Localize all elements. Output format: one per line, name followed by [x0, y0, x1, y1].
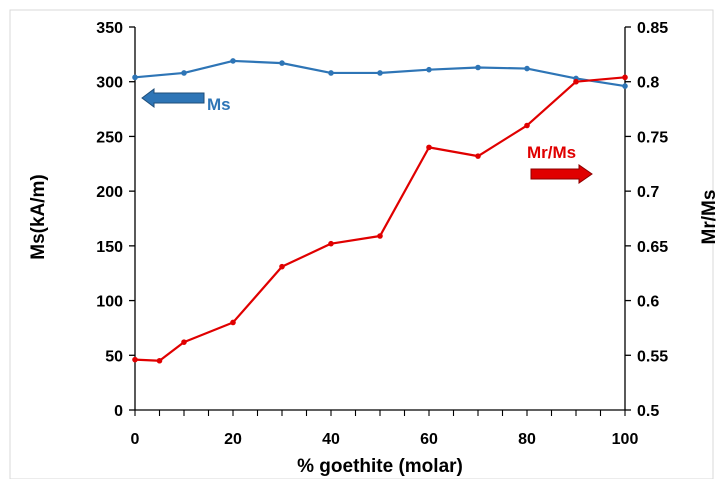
- data-point-ms: [475, 64, 481, 71]
- data-point-mrms: [426, 144, 432, 151]
- data-point-ms: [426, 66, 432, 73]
- data-point-mrms: [156, 357, 163, 364]
- data-point-mrms: [132, 356, 138, 363]
- annotations: Ms Mr/Ms: [141, 88, 593, 184]
- data-point-mrms: [377, 233, 383, 239]
- data-point-ms: [279, 60, 285, 66]
- x-tick-label: 100: [612, 431, 639, 448]
- data-point-mrms: [524, 122, 530, 129]
- y2-tick-label: 0.6: [637, 294, 659, 311]
- y-axis-title: Ms(kA/m): [28, 174, 49, 260]
- x-tick-label: 80: [518, 431, 536, 448]
- data-point-mrms: [230, 319, 236, 326]
- axes: 0501001502002503003500.50.550.60.650.70.…: [96, 20, 668, 448]
- data-point-ms: [377, 70, 383, 76]
- x-axis-title: % goethite (molar): [297, 456, 463, 477]
- data-point-ms: [181, 70, 187, 76]
- y2-tick-label: 0.7: [637, 184, 659, 201]
- chart-frame: [9, 9, 714, 479]
- data-point-ms: [524, 65, 530, 72]
- data-point-mrms: [279, 263, 285, 270]
- data-point-ms: [132, 74, 138, 81]
- y-tick-label: 150: [96, 239, 123, 256]
- y2-tick-label: 0.8: [637, 75, 659, 92]
- y-tick-label: 50: [105, 348, 123, 365]
- series-ms: [132, 58, 628, 89]
- y2-tick-label: 0.85: [637, 20, 668, 37]
- y-tick-label: 200: [96, 184, 123, 201]
- y2-tick-label: 0.55: [637, 348, 668, 365]
- y-tick-label: 250: [96, 129, 123, 146]
- data-point-mrms: [573, 78, 579, 85]
- y-tick-label: 0: [114, 403, 123, 420]
- x-tick-label: 20: [224, 431, 242, 448]
- series: [132, 58, 628, 364]
- ms-annotation-label: Ms: [207, 95, 231, 114]
- series-mrms: [132, 74, 628, 364]
- x-tick-label: 0: [131, 431, 140, 448]
- data-point-mrms: [328, 240, 334, 247]
- data-point-ms: [328, 70, 334, 76]
- data-point-mrms: [622, 74, 628, 81]
- mrms-annotation-label: Mr/Ms: [527, 143, 576, 162]
- y2-tick-label: 0.65: [637, 239, 668, 256]
- data-point-ms: [622, 83, 628, 89]
- y-tick-label: 100: [96, 294, 123, 311]
- y2-tick-label: 0.75: [637, 129, 668, 146]
- data-point-mrms: [181, 339, 187, 345]
- x-tick-label: 40: [322, 431, 340, 448]
- y2-axis-title: Mr/Ms: [699, 190, 720, 245]
- series-line-mrms: [134, 76, 626, 362]
- mrms-arrow-icon: [530, 164, 593, 184]
- data-point-mrms: [475, 153, 481, 159]
- y-tick-label: 300: [96, 75, 123, 92]
- ms-arrow-icon: [141, 88, 205, 108]
- y2-tick-label: 0.5: [637, 403, 659, 420]
- data-point-ms: [230, 58, 236, 64]
- y-tick-label: 350: [96, 20, 123, 37]
- x-tick-label: 60: [420, 431, 438, 448]
